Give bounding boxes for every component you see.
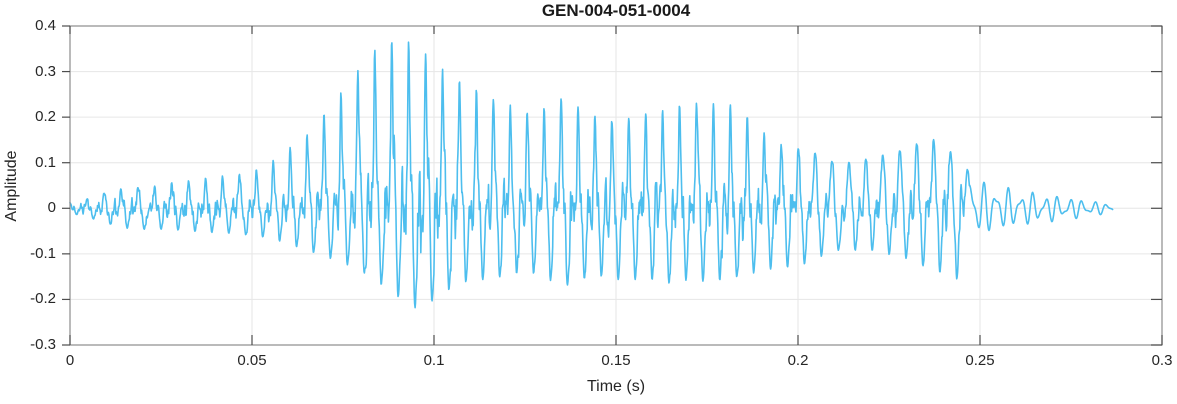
x-tick-label: 0.1 [423,352,445,369]
y-tick-label: 0.3 [35,62,56,80]
chart-title: GEN-004-051-0004 [541,1,691,20]
x-axis-label: Time (s) [586,378,646,395]
x-tick-label: 0.3 [1151,352,1173,369]
x-tick-label: 0.2 [787,352,809,369]
waveform-line [69,41,1114,309]
y-tick-label: 0.2 [35,108,56,126]
x-tick-label: 0.15 [601,352,631,369]
y-tick-label: 0 [47,199,56,217]
y-tick-label: 0.1 [35,153,56,171]
y-tick-label: -0.3 [30,336,56,353]
x-tick-label: 0 [65,352,75,369]
x-tick-label: 0.05 [237,352,267,369]
y-tick-label: -0.2 [30,290,56,308]
y-tick-label: 0.4 [35,17,56,34]
x-tick-label: 0.25 [965,352,995,369]
y-tick-label: -0.1 [30,244,56,262]
